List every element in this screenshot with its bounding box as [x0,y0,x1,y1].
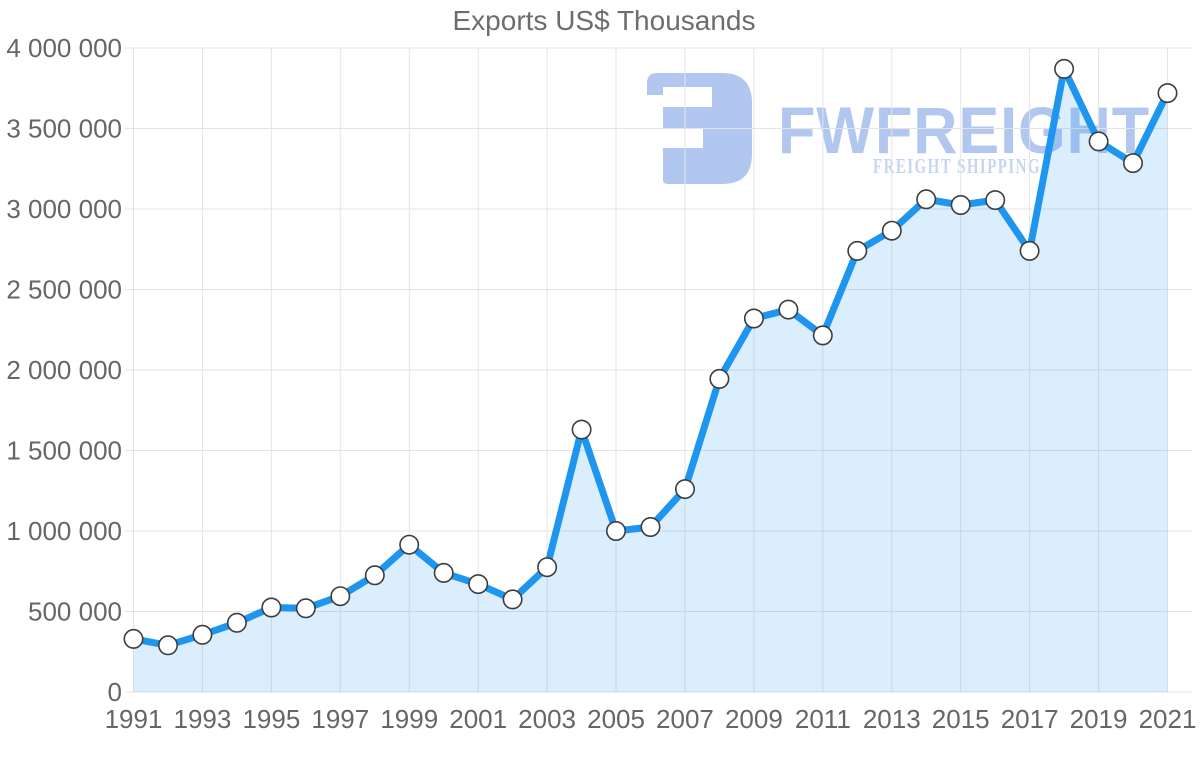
data-point-1991[interactable] [123,628,144,649]
data-point-2010[interactable] [778,299,799,320]
data-point-2005[interactable] [605,520,626,541]
x-tick-label: 2011 [795,704,851,734]
x-tick-label: 1995 [242,704,300,734]
data-point-2000[interactable] [433,562,454,583]
x-tick-label: 2019 [1070,704,1128,734]
y-tick-label: 2 500 000 [6,275,122,305]
data-point-2013[interactable] [881,220,902,241]
data-point-2012[interactable] [847,240,868,261]
x-tick-label: 2021 [1139,704,1197,734]
data-point-2006[interactable] [640,516,661,537]
data-point-2018[interactable] [1054,58,1075,79]
data-point-2001[interactable] [468,574,489,595]
y-tick-label: 4 000 000 [6,33,122,63]
x-tick-label: 1997 [311,704,369,734]
data-point-2004[interactable] [571,419,592,440]
data-point-1992[interactable] [158,635,179,656]
x-tick-label: 2015 [932,704,990,734]
data-point-1994[interactable] [226,612,247,633]
y-tick-label: 1 000 000 [6,516,122,546]
data-point-2008[interactable] [709,368,730,389]
y-gridlines [125,47,1192,693]
data-point-1996[interactable] [295,598,316,619]
x-tick-label: 2005 [587,704,645,734]
data-point-2009[interactable] [743,308,764,329]
data-point-2017[interactable] [1019,240,1040,261]
x-tick-label: 1999 [380,704,438,734]
data-point-2007[interactable] [674,479,695,500]
watermark: FWFREIGHT FREIGHT SHIPPING [647,73,1150,184]
x-tick-label: 2009 [725,704,783,734]
data-point-2021[interactable] [1157,83,1178,104]
x-tick-label: 2003 [518,704,576,734]
data-point-1993[interactable] [192,624,213,645]
data-point-2002[interactable] [502,589,523,610]
x-axis-labels: 1991 1993 1995 1997 1999 2001 2003 2005 2007 2009… [105,704,1197,734]
data-point-2019[interactable] [1088,131,1109,152]
y-tick-label: 3 000 000 [6,194,122,224]
watermark-tagline-text: FREIGHT SHIPPING [873,154,1041,178]
y-tick-label: 0 [108,677,122,707]
data-point-1999[interactable] [399,534,420,555]
y-tick-label: 1 500 000 [6,436,122,466]
data-point-2016[interactable] [985,190,1006,211]
data-point-1995[interactable] [261,597,282,618]
data-point-2011[interactable] [812,325,833,346]
x-tick-label: 2017 [1001,704,1059,734]
x-tick-label: 2007 [656,704,714,734]
watermark-logo-icon [647,73,752,184]
y-tick-label: 3 500 000 [6,114,122,144]
x-tick-label: 1991 [105,704,163,734]
data-point-2003[interactable] [537,557,558,578]
y-axis-labels: 0 500 000 1 000 000 1 500 000 2 000 000 2 500… [6,33,122,707]
data-point-2015[interactable] [950,195,971,216]
data-point-2020[interactable] [1123,153,1144,174]
data-point-1998[interactable] [364,565,385,586]
data-point-1997[interactable] [330,586,351,607]
chart-title: Exports US$ Thousands [453,5,756,36]
x-tick-label: 1993 [174,704,232,734]
y-tick-label: 2 000 000 [6,355,122,385]
area-fill [133,68,1168,692]
y-tick-label: 500 000 [28,597,122,627]
data-point-2014[interactable] [916,189,937,210]
x-tick-label: 2001 [449,704,507,734]
x-tick-label: 2013 [863,704,921,734]
data-points [123,58,1178,656]
watermark-brand-text: FWFREIGHT [778,93,1150,167]
